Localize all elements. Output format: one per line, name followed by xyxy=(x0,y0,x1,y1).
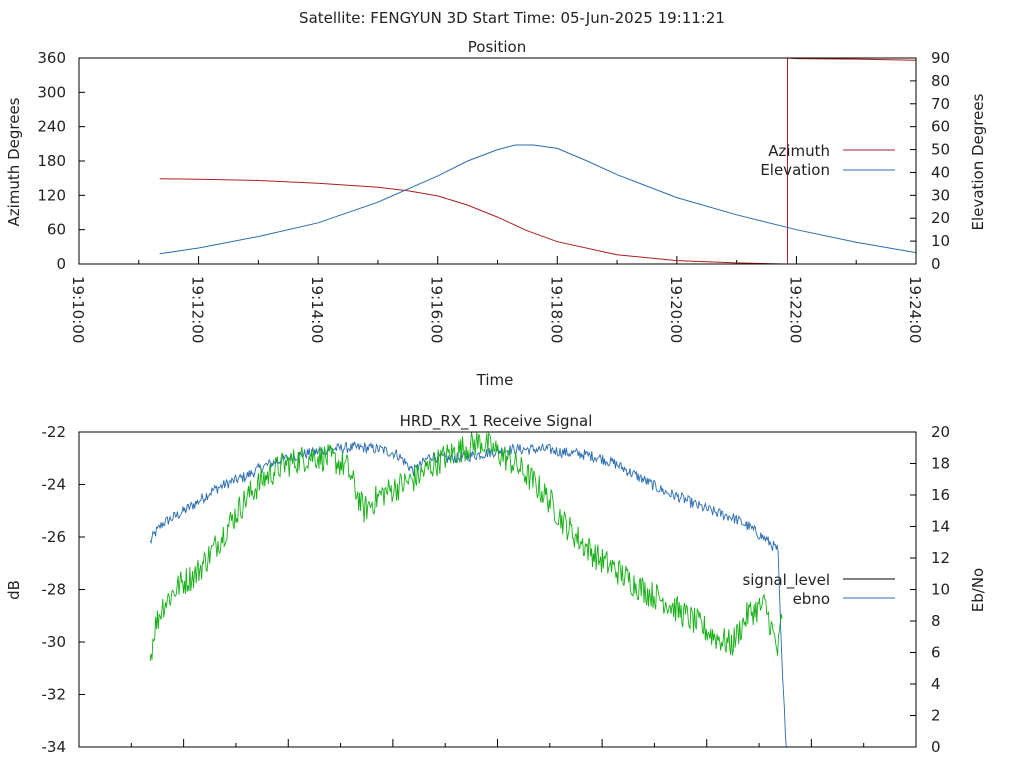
position-plot-frame xyxy=(78,57,917,265)
ebno-tick-label: 10 xyxy=(931,581,950,599)
position-series xyxy=(159,57,917,265)
elevation-tick-label: 20 xyxy=(931,209,950,227)
elevation-tick-label: 0 xyxy=(931,255,941,273)
signal-chart-title: HRD_RX_1 Receive Signal xyxy=(400,412,593,431)
elevation-tick-label: 30 xyxy=(931,186,950,204)
figure-title: Satellite: FENGYUN 3D Start Time: 05-Jun… xyxy=(299,9,725,27)
signal-legend: signal_level ebno xyxy=(742,571,895,608)
time-tick-label: 19:20:00 xyxy=(667,276,685,343)
elevation-tick-label: 60 xyxy=(931,118,950,136)
legend-ebno-label: ebno xyxy=(793,590,830,608)
ebno-tick-label: 2 xyxy=(931,707,941,725)
time-tick-label: 19:24:00 xyxy=(906,276,924,343)
time-tick-label: 19:14:00 xyxy=(308,276,326,343)
signal-chart: HRD_RX_1 Receive Signal -22-24-26-28-30-… xyxy=(5,412,987,756)
azimuth-line xyxy=(159,57,917,265)
time-tick-label: 19:18:00 xyxy=(547,276,565,343)
ebno-tick-label: 8 xyxy=(931,612,941,630)
position-chart: Position 0 60 120 180 240 300 360 0 10 20 30 40 50 6… xyxy=(5,38,987,389)
azimuth-tick-label: 180 xyxy=(37,152,66,170)
db-tick-label: -26 xyxy=(42,528,67,546)
db-tick-label: -32 xyxy=(42,686,67,704)
azimuth-tick-label: 240 xyxy=(37,118,66,136)
azimuth-tick-label: 120 xyxy=(37,186,66,204)
ebno-tick-label: 0 xyxy=(931,738,941,756)
elevation-tick-label: 70 xyxy=(931,95,950,113)
time-axis-label: Time xyxy=(476,371,514,389)
position-legend: Azimuth Elevation xyxy=(760,142,895,179)
elevation-axis-label: Elevation Degrees xyxy=(969,93,987,230)
db-tick-label: -28 xyxy=(42,581,67,599)
ebno-line xyxy=(149,440,787,748)
green-trace-line xyxy=(149,431,783,662)
ebno-tick-label: 4 xyxy=(931,675,941,693)
elevation-tick-label: 10 xyxy=(931,232,950,250)
ebno-tick-label: 6 xyxy=(931,644,941,662)
elevation-tick-label: 80 xyxy=(931,72,950,90)
time-tick-label: 19:12:00 xyxy=(189,276,207,343)
ebno-tick-label: 18 xyxy=(931,455,950,473)
legend-signal-level-label: signal_level xyxy=(742,571,830,590)
time-tick-label: 19:22:00 xyxy=(786,276,804,343)
legend-azimuth-label: Azimuth xyxy=(768,142,830,160)
signal-series xyxy=(149,431,787,748)
azimuth-axis-label: Azimuth Degrees xyxy=(5,97,23,226)
db-tick-label: -22 xyxy=(42,423,67,441)
elevation-line xyxy=(159,144,917,255)
signal-left-ticks: -22 -24 -26 -28 -30 -32 -34 xyxy=(42,423,85,756)
azimuth-tick-label: 60 xyxy=(47,221,66,239)
azimuth-tick-label: 360 xyxy=(37,49,66,67)
ebno-tick-label: 16 xyxy=(931,486,950,504)
signal-x-ticks xyxy=(78,739,917,747)
signal-plot-frame xyxy=(78,431,917,748)
ebno-tick-label: 14 xyxy=(931,518,950,536)
time-tick-label: 19:10:00 xyxy=(69,276,87,343)
position-right-ticks: 0 10 20 30 40 50 60 70 80 90 xyxy=(910,49,950,273)
elevation-tick-label: 50 xyxy=(931,141,950,159)
legend-elevation-label: Elevation xyxy=(760,161,830,179)
ebno-tick-label: 20 xyxy=(931,423,950,441)
elevation-tick-label: 90 xyxy=(931,49,950,67)
ebno-tick-label: 12 xyxy=(931,549,950,567)
db-tick-label: -34 xyxy=(42,738,67,756)
position-left-ticks: 0 60 120 180 240 300 360 xyxy=(37,49,85,273)
db-axis-label: dB xyxy=(5,580,23,600)
db-tick-label: -30 xyxy=(42,633,67,651)
position-x-ticks: 19:10:00 19:12:00 19:14:00 19:16:00 19:18:00… xyxy=(69,256,924,343)
elevation-tick-label: 40 xyxy=(931,163,950,181)
time-tick-label: 19:16:00 xyxy=(428,276,446,343)
db-tick-label: -24 xyxy=(42,476,67,494)
azimuth-tick-label: 300 xyxy=(37,83,66,101)
azimuth-tick-label: 0 xyxy=(56,255,66,273)
position-chart-title: Position xyxy=(468,38,526,56)
signal-right-ticks: 0 2 4 6 8 10 12 14 16 18 20 xyxy=(910,423,950,756)
ebno-axis-label: Eb/No xyxy=(969,568,987,612)
